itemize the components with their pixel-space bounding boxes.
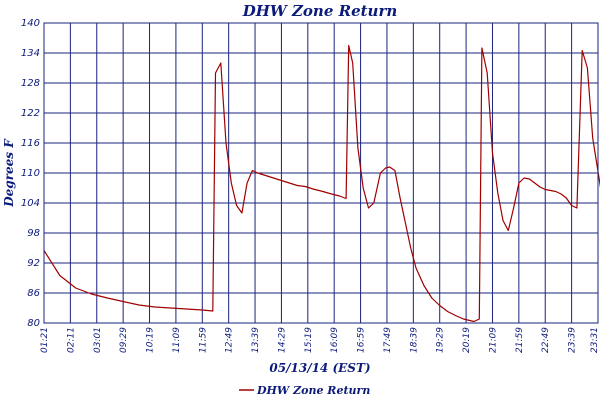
- x-axis-label: 05/13/14 (EST): [269, 361, 370, 375]
- x-tick-label: 17:49: [383, 327, 393, 353]
- chart-title: DHW Zone Return: [242, 2, 398, 20]
- plot-frame: [43, 22, 599, 324]
- series-layer: [43, 44, 600, 323]
- x-tick-label: 16:09: [330, 327, 340, 353]
- x-tick-label: 11:09: [172, 327, 182, 353]
- x-tick-label: 18:39: [409, 327, 419, 353]
- x-tick-label: 10:19: [146, 327, 156, 353]
- x-tick-label: 23:31: [590, 327, 600, 353]
- x-tick-label: 21:09: [488, 327, 498, 353]
- x-tick-label: 11:59: [198, 327, 208, 353]
- x-tick-label: 15:19: [304, 327, 314, 353]
- y-tick-label: 140: [21, 18, 40, 29]
- y-tick-labels: 80 86 92 98 104 110 116 122 128 134 140: [21, 18, 40, 329]
- x-tick-label: 12:49: [225, 327, 235, 353]
- x-tick-label: 21:59: [515, 327, 525, 353]
- y-axis-label: Degrees F: [2, 138, 16, 208]
- x-tick-label: 09:29: [119, 327, 129, 353]
- y-tick-label: 98: [27, 228, 40, 239]
- legend-label: DHW Zone Return: [256, 384, 370, 397]
- x-tick-label: 14:29: [277, 327, 287, 353]
- y-tick-label: 116: [21, 138, 40, 149]
- x-tick-label: 23:39: [568, 327, 578, 353]
- x-tick-label: 13:39: [251, 327, 261, 353]
- x-tick-labels: 01:21 02:11 03:01 09:29 10:19 11:09 11:59 12:49…: [40, 327, 600, 353]
- x-tick-label: 20:19: [462, 327, 472, 353]
- legend: DHW Zone Return: [239, 384, 370, 397]
- x-tick-label: 22:49: [541, 327, 551, 353]
- x-tick-label: 02:11: [66, 327, 76, 353]
- y-tick-label: 80: [27, 318, 40, 329]
- y-tick-label: 104: [21, 198, 40, 209]
- x-tick-label: 01:21: [40, 327, 50, 353]
- y-tick-label: 86: [27, 288, 40, 299]
- y-tick-label: 110: [21, 168, 40, 179]
- x-tick-label: 19:29: [436, 327, 446, 353]
- series-line: [43, 44, 600, 323]
- gridlines: [43, 22, 599, 324]
- y-tick-label: 92: [27, 258, 40, 269]
- y-tick-label: 134: [21, 48, 40, 59]
- x-tick-label: 16:59: [357, 327, 367, 353]
- y-tick-label: 128: [21, 78, 40, 89]
- y-tick-label: 122: [21, 108, 40, 119]
- x-tick-label: 03:01: [93, 327, 103, 353]
